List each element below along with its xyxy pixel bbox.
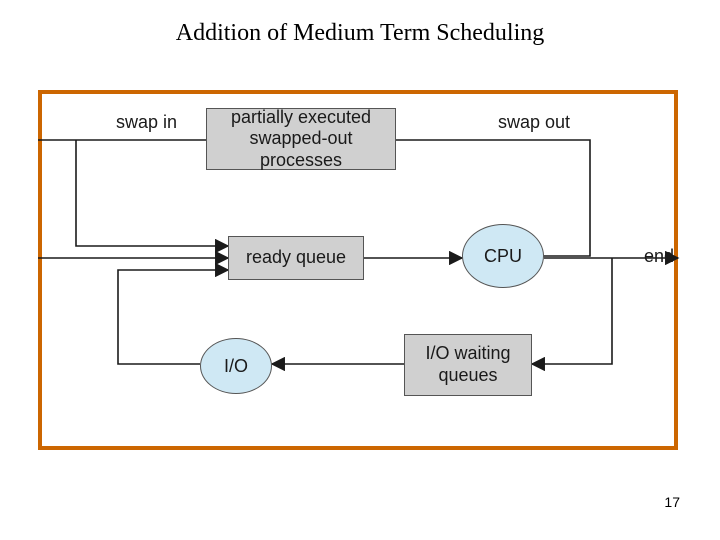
label-swap_in: swap in — [116, 112, 177, 133]
edge-cpu_down_iowait — [532, 258, 612, 364]
node-cpu: CPU — [462, 224, 544, 288]
node-ready_queue: ready queue — [228, 236, 364, 280]
page-number: 17 — [664, 494, 680, 510]
node-io_wait: I/O waitingqueues — [404, 334, 532, 396]
node-io: I/O — [200, 338, 272, 394]
node-swap_box: partially executedswapped-out processes — [206, 108, 396, 170]
label-swap_out: swap out — [498, 112, 570, 133]
label-end: end — [644, 246, 674, 267]
